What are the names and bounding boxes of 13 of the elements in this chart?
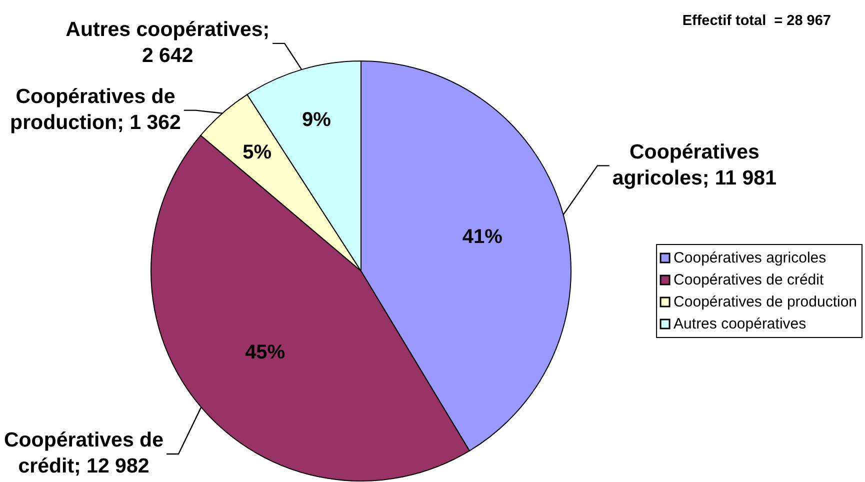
text: 5% xyxy=(242,142,272,164)
text: Effectif total = 28 967 xyxy=(682,13,831,29)
data-label: Autres coopératives; 2 642 xyxy=(66,18,270,68)
legend-label: Autres coopératives xyxy=(674,316,806,332)
legend-label: Coopératives agricoles xyxy=(674,250,826,266)
text: 45% xyxy=(245,342,286,364)
legend-label: Coopératives de crédit xyxy=(674,272,824,288)
text: 9% xyxy=(302,108,331,131)
text: 41% xyxy=(462,226,502,248)
data-label: Coopératives agricoles; 11 981 xyxy=(612,140,777,190)
data-label: Coopératives de production; 1 362 xyxy=(10,85,181,134)
legend-label: Coopératives de production xyxy=(674,294,858,310)
data-label: Coopératives de crédit; 12 982 xyxy=(4,428,164,478)
